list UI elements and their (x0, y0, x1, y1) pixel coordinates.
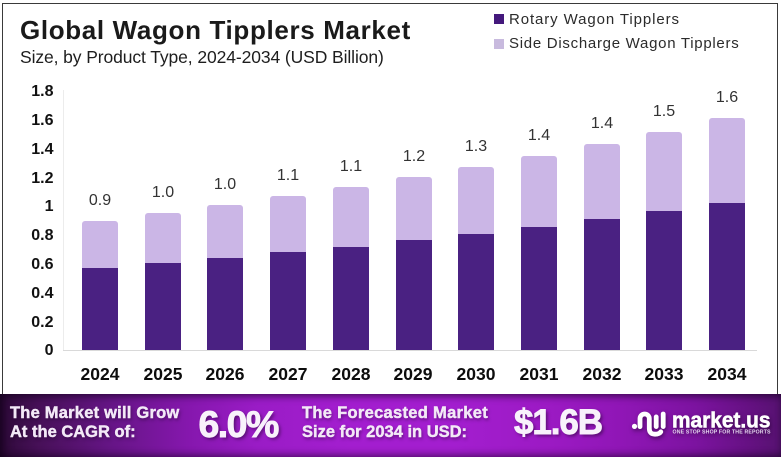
svg-text:market.us: market.us (672, 408, 771, 433)
svg-text:ONE STOP SHOP FOR THE REPORTS: ONE STOP SHOP FOR THE REPORTS (673, 429, 772, 435)
